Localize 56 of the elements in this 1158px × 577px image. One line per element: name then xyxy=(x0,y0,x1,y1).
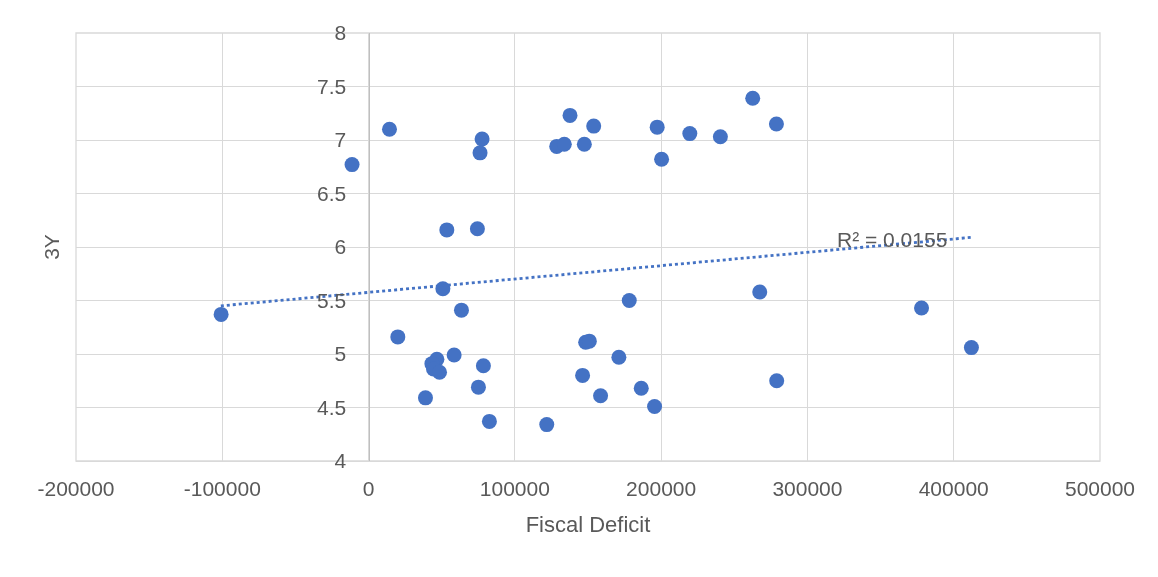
point xyxy=(470,379,486,395)
x-tick-label: 200000 xyxy=(626,477,697,501)
point xyxy=(752,284,768,300)
point xyxy=(390,329,406,345)
annotation: R² = 0.0155 xyxy=(837,228,948,251)
x-tick-label: 0 xyxy=(362,477,375,501)
point xyxy=(469,221,485,237)
x-tick-label: 500000 xyxy=(1064,477,1136,501)
x-tick-label: 300000 xyxy=(772,477,843,501)
y-axis-title: 3Y xyxy=(40,234,64,260)
point xyxy=(539,417,555,433)
point xyxy=(682,126,698,142)
x-axis-title: Fiscal Deficit xyxy=(525,512,651,538)
x-tick-label: 400000 xyxy=(918,477,989,501)
point xyxy=(593,388,609,404)
point xyxy=(649,119,665,135)
point xyxy=(654,151,670,167)
point xyxy=(213,306,229,322)
y-tick-label: 7 xyxy=(334,128,347,152)
point xyxy=(768,116,784,132)
point xyxy=(475,358,491,374)
x-tick-label: -200000 xyxy=(37,477,115,501)
point xyxy=(633,380,649,396)
point xyxy=(575,367,591,383)
point xyxy=(586,118,602,134)
point xyxy=(562,107,578,123)
point xyxy=(914,300,930,316)
point xyxy=(611,349,627,365)
y-tick-label: 4 xyxy=(334,449,347,473)
point xyxy=(712,129,728,145)
point xyxy=(439,222,455,238)
y-tick-label: 5.5 xyxy=(317,288,347,312)
point xyxy=(481,413,497,429)
y-tick-label: 6 xyxy=(334,235,347,259)
y-tick-label: 8 xyxy=(334,21,347,45)
point xyxy=(647,398,663,414)
point xyxy=(576,136,592,152)
point xyxy=(453,302,469,318)
point xyxy=(472,145,488,161)
point xyxy=(556,136,572,152)
y-tick-label: 4.5 xyxy=(317,395,347,419)
y-tick-label: 5 xyxy=(334,342,347,366)
point xyxy=(745,90,761,106)
y-tick-label: 6.5 xyxy=(317,181,347,205)
point xyxy=(382,121,397,137)
y-tick-label: 7.5 xyxy=(317,74,347,98)
x-tick-label: -100000 xyxy=(183,477,261,501)
point xyxy=(474,131,490,147)
point xyxy=(417,390,433,406)
point xyxy=(769,373,785,389)
point xyxy=(963,340,979,356)
point xyxy=(432,364,448,380)
point xyxy=(621,293,637,308)
point xyxy=(344,157,360,173)
x-tick-label: 100000 xyxy=(479,477,550,501)
point xyxy=(446,347,462,363)
